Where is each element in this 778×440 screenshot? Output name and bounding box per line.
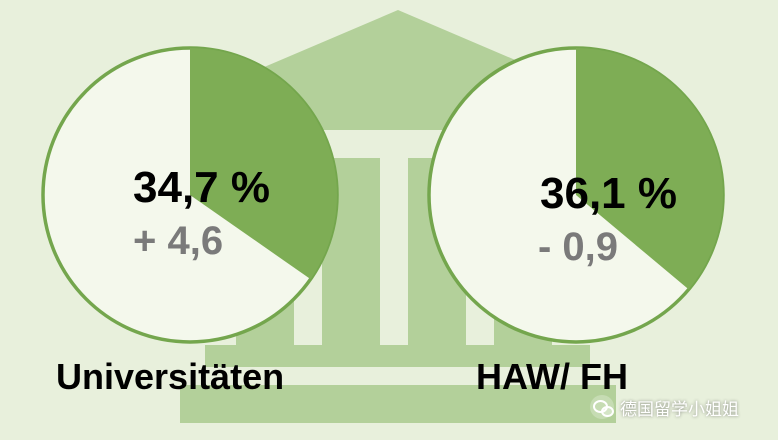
watermark: 德国留学小姐姐	[590, 393, 766, 421]
pie-universitaeten-category-label: Universitäten	[56, 356, 284, 397]
pie-haw-fh: 36,1 % - 0,9 HAW/ FH	[427, 46, 725, 397]
building-step-2	[180, 385, 616, 423]
building-step-1	[205, 345, 590, 367]
wechat-icon	[590, 395, 614, 419]
pie-haw-fh-category-label: HAW/ FH	[476, 356, 628, 397]
watermark-text: 德国留学小姐姐	[620, 399, 739, 420]
pie-universitaeten-change-label: + 4,6	[133, 219, 223, 263]
pie-haw-fh-slice	[576, 48, 723, 290]
pie-universitaeten-value-label: 34,7 %	[133, 163, 270, 212]
pie-haw-fh-change-label: - 0,9	[538, 225, 618, 269]
pie-universitaeten-slice	[190, 48, 337, 280]
pie-universitaeten: 34,7 % + 4,6 Universitäten	[41, 46, 339, 397]
pie-haw-fh-value-label: 36,1 %	[540, 169, 677, 218]
